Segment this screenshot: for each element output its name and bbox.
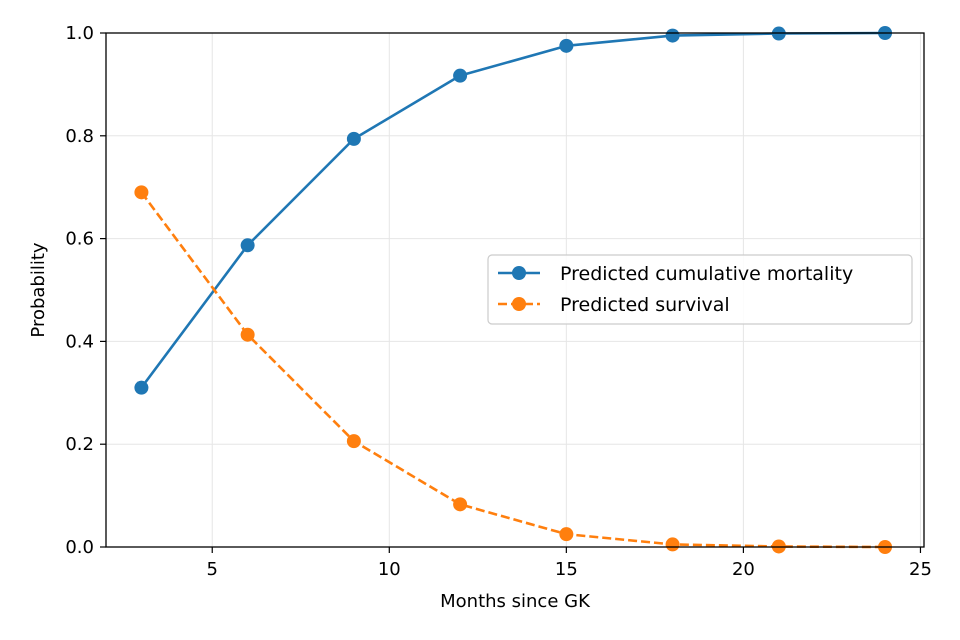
x-tick-label: 20: [732, 559, 755, 580]
data-point: [453, 497, 468, 512]
data-point: [134, 380, 149, 395]
y-tick-label: 1.0: [65, 23, 94, 44]
x-tick-label: 10: [378, 559, 401, 580]
data-point: [240, 327, 255, 342]
y-tick-label: 0.6: [65, 229, 94, 250]
legend-label: Predicted survival: [560, 294, 730, 316]
data-point: [346, 434, 361, 449]
legend-item: Predicted survival: [498, 294, 730, 316]
data-point: [665, 537, 680, 552]
x-tick-label: 15: [555, 559, 578, 580]
y-tick-label: 0.2: [65, 434, 94, 455]
plot-area-frame: [105, 32, 925, 548]
x-tick-label: 5: [207, 559, 218, 580]
data-point: [559, 527, 574, 542]
series-line: [140, 31, 886, 389]
y-tick-label: 0.0: [65, 537, 94, 558]
data-point: [665, 28, 680, 43]
y-tick-label: 0.4: [65, 331, 94, 352]
axis-ticks: 5 10 15 20 25 0.0 0.2 0.4 0.6 0.8 1.0: [65, 23, 932, 580]
legend-item: Predicted cumulative mortality: [498, 263, 853, 285]
x-axis-label: Months since GK: [440, 591, 591, 612]
data-point: [559, 38, 574, 53]
data-point: [453, 68, 468, 83]
legend-marker: [512, 266, 526, 280]
legend-box: [487, 254, 913, 325]
y-tick-label: 0.8: [65, 126, 94, 147]
series-1: [134, 26, 893, 395]
legend: Predicted cumulative mortality Predicted …: [487, 254, 913, 325]
y-axis-label: Probability: [28, 242, 49, 337]
series-line: [140, 191, 886, 549]
data-point: [346, 131, 361, 146]
data-point: [240, 238, 255, 253]
x-tick-label: 25: [909, 559, 932, 580]
legend-label: Predicted cumulative mortality: [560, 263, 853, 285]
legend-marker: [512, 297, 526, 311]
data-point: [134, 185, 149, 200]
